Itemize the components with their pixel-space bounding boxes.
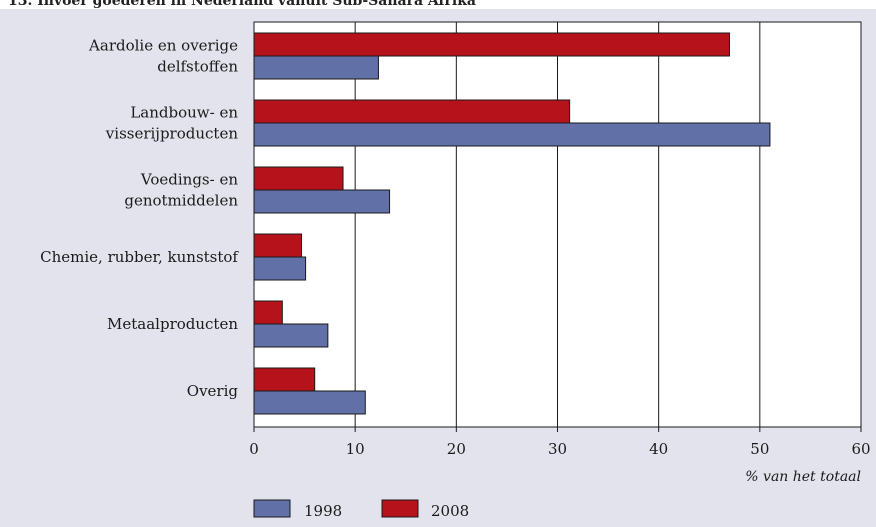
category-label: delfstoffen [157, 58, 238, 76]
category-label: visserijproducten [105, 125, 239, 143]
category-label: Landbouw- en [130, 104, 238, 122]
bar-2008 [253, 233, 303, 258]
x-tick-label: 10 [346, 440, 365, 458]
legend-label: 1998 [304, 502, 342, 520]
x-tick-label: 30 [548, 440, 567, 458]
legend-swatch [253, 499, 291, 518]
category-label: Chemie, rubber, kunststof [40, 248, 239, 266]
bar-1998 [253, 323, 329, 348]
bar-1998 [253, 256, 307, 281]
bar-2008 [253, 99, 571, 124]
chart-title: 13. Invoer goederen in Nederland vanuit … [8, 0, 477, 9]
x-tick-label: 40 [649, 440, 668, 458]
bar-2008 [253, 300, 283, 325]
legend-swatch [381, 499, 419, 518]
bar-1998 [253, 390, 366, 415]
x-tick-label: 60 [851, 440, 870, 458]
bar-2008 [253, 32, 730, 57]
category-label: Aardolie en overige [88, 37, 238, 55]
x-tick-label: 20 [447, 440, 466, 458]
x-tick-label: 50 [750, 440, 769, 458]
category-label: Overig [187, 382, 239, 400]
x-tick-label: 0 [249, 440, 259, 458]
bar-1998 [253, 122, 771, 147]
bar-1998 [253, 189, 391, 214]
bar-2008 [253, 166, 344, 191]
legend-label: 2008 [431, 502, 469, 520]
bar-2008 [253, 367, 316, 392]
x-axis-title: % van het totaal [745, 469, 861, 485]
category-label: genotmiddelen [124, 192, 238, 210]
category-label: Voedings- en [140, 171, 238, 189]
category-label: Metaalproducten [107, 315, 238, 333]
bar-1998 [253, 55, 379, 80]
